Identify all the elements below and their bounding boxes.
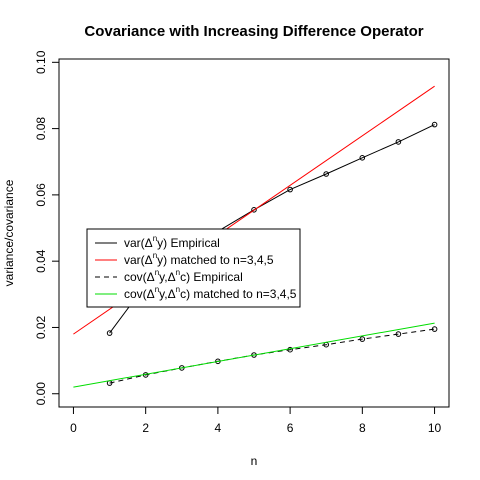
y-axis-label: variance/covariance (2, 179, 16, 286)
series-3-point (395, 331, 402, 337)
series-1-point (431, 121, 438, 128)
legend-box (86, 228, 301, 308)
series-1-point (359, 155, 366, 161)
series-1-point (395, 139, 402, 145)
series-line-4 (73, 322, 435, 388)
chart-title: Covariance with Increasing Difference Op… (84, 23, 423, 40)
x-tick-label: 4 (215, 421, 222, 435)
series-1-point (323, 171, 330, 177)
x-tick-label: 10 (428, 421, 442, 435)
series-1-point (287, 186, 293, 193)
axes: 0 2 4 6 8 10 0.00 0.02 0.04 0.06 0.08 0.10 (34, 50, 450, 435)
x-tick-label: 2 (142, 421, 149, 435)
series-3-point (359, 336, 366, 342)
y-tick-label: 0.04 (34, 249, 48, 273)
y-tick-label: 0.10 (34, 50, 48, 74)
x-tick-label: 0 (70, 421, 77, 435)
y-tick-label: 0.00 (34, 382, 48, 406)
legend-label-4: cov(Δny,Δnc) matched to n=3,4,5 (124, 285, 297, 301)
y-tick-label: 0.08 (34, 117, 48, 141)
series-1-point (106, 330, 113, 336)
series-3-point (287, 346, 293, 353)
plot-frame (58, 58, 450, 408)
x-tick-label: 8 (359, 421, 366, 435)
series-3-point (431, 326, 438, 332)
series-1-point (251, 207, 257, 213)
x-tick-label: 6 (287, 421, 294, 435)
legend-label-1: var(Δny) Empirical (124, 234, 220, 250)
x-axis-label: n (251, 454, 258, 468)
y-tick-label: 0.06 (34, 183, 48, 207)
legend-label-3: cov(Δny,Δnc) Empirical (124, 268, 243, 284)
legend-label-2: var(Δny) matched to n=3,4,5 (124, 251, 274, 267)
y-tick-label: 0.02 (34, 315, 48, 339)
